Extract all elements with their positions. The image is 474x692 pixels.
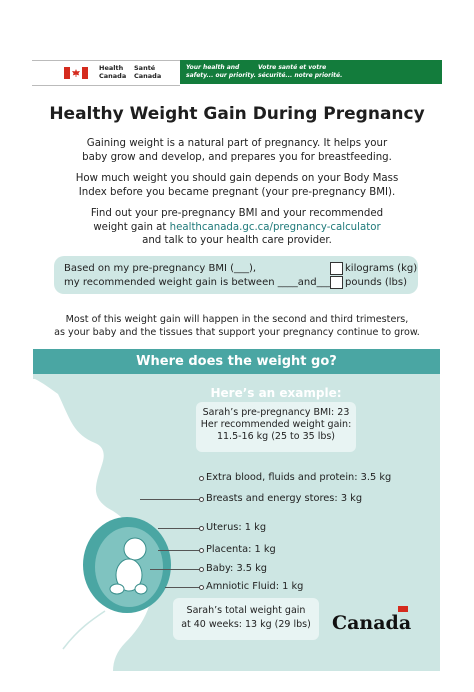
slogan-en-line1: Your health and [186, 64, 240, 71]
item-placenta: Placenta: 1 kg [206, 544, 276, 555]
item-breasts: Breasts and energy stores: 3 kg [206, 493, 363, 504]
total-gain-box: Sarah’s total weight gain at 40 weeks: 1… [173, 598, 319, 640]
example-title: Here’s an example: [210, 386, 342, 400]
note-line1: Most of this weight gain will happen in … [65, 314, 409, 325]
intro-p2-line2: Index before you became pregnant (your p… [78, 186, 396, 198]
intro-paragraph-3: Find out your pre-pregnancy BMI and your… [0, 207, 474, 248]
uterus-marker [199, 526, 204, 531]
dept-fr-line2: Canada [134, 72, 162, 80]
government-header: Health Canada Santé Canada Your health a… [32, 60, 442, 86]
total-line2: at 40 weeks: 13 kg (29 lbs) [181, 619, 311, 630]
intro-paragraph-2: How much weight you should gain depends … [0, 172, 474, 199]
kilograms-label: kilograms (kg) [345, 263, 418, 274]
dept-name-fr: Santé Canada [134, 64, 161, 80]
blood-marker [199, 476, 204, 481]
baby-figure [109, 537, 148, 595]
bmi-form-line2: my recommended weight gain is between __… [64, 277, 337, 288]
slogan-en-line2: safety... our priority. [186, 71, 256, 79]
bmi-form-box: Based on my pre-pregnancy BMI (___), my … [54, 256, 418, 294]
panel-title: Where does the weight go? [33, 349, 440, 374]
slogan-en: Your health and safety... our priority. [186, 64, 256, 79]
slogan-fr: Votre santé et votre sécurité... notre p… [258, 64, 342, 79]
header-identity: Health Canada Santé Canada [32, 60, 180, 86]
total-line1: Sarah’s total weight gain [186, 605, 306, 616]
uterus-leader-line [158, 528, 200, 529]
page-title: Healthy Weight Gain During Pregnancy [49, 104, 425, 124]
dept-en-line2: Canada [99, 72, 127, 80]
breasts-leader-line [140, 499, 200, 500]
woman-arm-line [62, 610, 106, 650]
intro-p3-line1: Find out your pre-pregnancy BMI and your… [90, 208, 384, 219]
sarah-line2: Her recommended weight gain: [200, 419, 352, 430]
baby-leader-line [150, 569, 200, 570]
amniotic-marker [199, 585, 204, 590]
intro-paragraph-1: Gaining weight is a natural part of preg… [0, 137, 474, 164]
kilograms-checkbox[interactable] [330, 262, 343, 275]
dept-name-en: Health Canada [99, 64, 126, 80]
header-slogan-band: Your health and safety... our priority. … [180, 60, 442, 84]
canada-wordmark: Canada [332, 612, 412, 634]
intro-p3-prefix: weight gain at [93, 221, 170, 233]
sarah-line1: Sarah’s pre-pregnancy BMI: 23 [202, 407, 350, 418]
intro-p3-line3: and talk to your health care provider. [142, 235, 332, 246]
breasts-marker [199, 497, 204, 502]
sarah-line3: 11.5-16 kg (25 to 35 lbs) [216, 431, 336, 442]
item-blood: Extra blood, fluids and protein: 3.5 kg [206, 472, 392, 483]
intro-p1-line1: Gaining weight is a natural part of preg… [86, 138, 388, 149]
amniotic-leader-line [165, 587, 200, 588]
pregnancy-calculator-link[interactable]: healthcanada.gc.ca/pregnancy-calculator [169, 221, 381, 233]
placenta-leader-line [158, 550, 200, 551]
slogan-fr-line2: sécurité... notre priorité. [258, 71, 343, 79]
note-line2: as your baby and the tissues that suppor… [54, 327, 420, 338]
sarah-info-box: Sarah’s pre-pregnancy BMI: 23 Her recomm… [196, 402, 356, 452]
bmi-form-line1: Based on my pre-pregnancy BMI (___), [64, 263, 257, 274]
intro-p3-line2: weight gain at healthcanada.gc.ca/pregna… [0, 221, 474, 235]
pounds-label: pounds (lbs) [345, 277, 408, 288]
intro-p2-line1: How much weight you should gain depends … [75, 173, 399, 184]
baby-marker [199, 567, 204, 572]
pounds-checkbox[interactable] [330, 276, 343, 289]
canada-flag-icon [64, 67, 88, 79]
item-amniotic: Amniotic Fluid: 1 kg [206, 581, 304, 592]
item-baby: Baby: 3.5 kg [206, 563, 268, 574]
slogan-fr-line1: Votre santé et votre [258, 64, 327, 71]
pregnant-woman-illustration [33, 379, 171, 671]
wordmark-flag-icon [398, 606, 408, 612]
dept-fr-line1: Santé [134, 64, 156, 72]
item-uterus: Uterus: 1 kg [206, 522, 267, 533]
placenta-marker [199, 548, 204, 553]
intro-p1-line2: baby grow and develop, and prepares you … [82, 151, 392, 163]
dept-en-line1: Health [99, 64, 124, 72]
trimester-note: Most of this weight gain will happen in … [0, 313, 474, 339]
